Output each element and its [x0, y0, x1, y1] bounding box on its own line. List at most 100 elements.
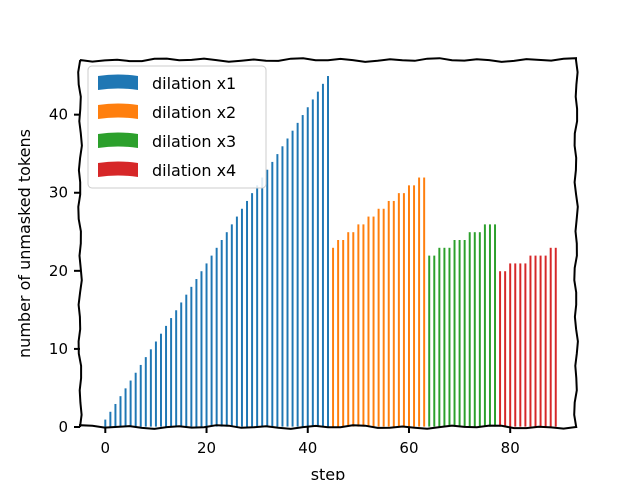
- bar-dilation-x2: [361, 223, 366, 428]
- bar-dilation-x4: [553, 246, 558, 428]
- y-tick-label: 40: [49, 106, 68, 124]
- bar-dilation-x1: [159, 332, 163, 428]
- bar-dilation-x1: [300, 114, 305, 428]
- bar-dilation-x2: [366, 215, 371, 428]
- bar-dilation-x1: [214, 246, 219, 428]
- legend-label: dilation x2: [152, 103, 236, 122]
- bar-dilation-x1: [174, 309, 178, 428]
- bar-dilation-x1: [133, 371, 138, 428]
- bar-dilation-x1: [103, 418, 108, 428]
- bar-dilation-x1: [169, 317, 173, 428]
- bar-dilation-x1: [154, 340, 158, 428]
- bar-dilation-x1: [123, 387, 128, 428]
- bar-dilation-x3: [447, 246, 452, 428]
- bar-dilation-x1: [265, 168, 270, 428]
- bar-dilation-x2: [376, 207, 381, 428]
- legend-swatch: [98, 132, 138, 148]
- bar-dilation-x3: [483, 223, 487, 428]
- bar-dilation-x2: [346, 231, 351, 428]
- bar-dilation-x3: [493, 223, 497, 428]
- bar-dilation-x2: [397, 192, 401, 428]
- bar-dilation-x1: [164, 325, 168, 428]
- bar-dilation-x1: [270, 161, 275, 428]
- bar-dilation-x1: [209, 254, 214, 428]
- bar-dilation-x2: [336, 239, 340, 428]
- bar-dilation-x4: [543, 254, 548, 428]
- bar-dilation-x4: [518, 262, 523, 428]
- bar-dilation-x4: [513, 262, 518, 428]
- bar-dilation-x1: [255, 184, 259, 428]
- bar-dilation-x1: [295, 122, 300, 428]
- bar-dilation-x1: [321, 83, 325, 428]
- bar-dilation-x1: [138, 364, 143, 428]
- bar-dilation-x1: [230, 223, 234, 428]
- y-axis-label: number of unmasked tokens: [15, 129, 34, 358]
- bar-dilation-x2: [417, 176, 421, 428]
- bar-dilation-x1: [113, 403, 118, 428]
- bar-dilation-x3: [488, 223, 492, 428]
- bar-dilation-x4: [503, 270, 507, 428]
- bar-dilation-x1: [179, 301, 184, 428]
- bar-dilation-x1: [194, 278, 199, 428]
- bar-dilation-x1: [235, 215, 239, 428]
- bar-dilation-x2: [331, 246, 335, 428]
- bar-dilation-x2: [371, 215, 376, 428]
- bar-dilation-x4: [533, 254, 538, 428]
- legend: dilation x1 dilation x2 dilation x3 dilatio…: [87, 65, 267, 189]
- bar-dilation-x1: [199, 270, 204, 428]
- bar-dilation-x1: [118, 395, 123, 428]
- bar-dilation-x1: [224, 231, 229, 428]
- bar-dilation-x2: [351, 231, 356, 428]
- legend-swatch: [98, 161, 138, 177]
- bar-dilation-x1: [326, 75, 330, 428]
- bar-dilation-x4: [538, 254, 543, 428]
- bar-dilation-x1: [250, 192, 254, 428]
- bar-dilation-x1: [184, 293, 189, 428]
- legend-label: dilation x1: [152, 74, 236, 93]
- bar-dilation-x3: [472, 231, 477, 428]
- bar-dilation-x4: [523, 262, 528, 428]
- bar-dilation-x1: [285, 137, 290, 428]
- bar-dilation-x4: [528, 254, 533, 428]
- bar-dilation-x2: [381, 207, 386, 428]
- bar-dilation-x1: [108, 410, 113, 428]
- x-tick-label: 80: [501, 439, 520, 457]
- bar-dilation-x1: [311, 98, 315, 428]
- bar-dilation-x2: [412, 184, 416, 428]
- bar-dilation-x1: [219, 239, 224, 428]
- x-tick-label: 60: [399, 439, 418, 457]
- y-tick-label: 30: [49, 184, 68, 202]
- bar-dilation-x2: [402, 192, 406, 428]
- y-tick-label: 0: [58, 418, 68, 436]
- bar-dilation-x2: [407, 184, 411, 428]
- y-tick-label: 20: [49, 262, 68, 280]
- x-axis-label: step: [311, 465, 346, 480]
- bar-dilation-x2: [422, 176, 426, 428]
- bar-dilation-x1: [240, 207, 244, 428]
- bar-dilation-x3: [457, 239, 462, 428]
- bar-dilation-x4: [498, 270, 502, 428]
- legend-label: dilation x3: [152, 132, 236, 151]
- bar-dilation-x1: [316, 90, 320, 428]
- bar-dilation-x2: [391, 200, 396, 428]
- x-axis-ticks: 0 20 40 60 80: [101, 427, 520, 457]
- bar-dilation-x2: [341, 239, 345, 428]
- legend-swatch: [98, 103, 138, 119]
- bar-dilation-x4: [548, 246, 553, 428]
- x-tick-label: 40: [298, 439, 317, 457]
- bar-dilation-x1: [204, 262, 209, 428]
- bar-dilation-x3: [437, 246, 442, 428]
- bar-dilation-x1: [143, 356, 148, 428]
- x-tick-label: 20: [197, 439, 216, 457]
- legend-label: dilation x4: [152, 161, 236, 180]
- bar-dilation-x3: [478, 231, 482, 428]
- bar-dilation-x1: [245, 200, 249, 428]
- legend-swatch: [98, 74, 138, 90]
- plot-frame: [77, 57, 579, 430]
- bar-dilation-x1: [275, 153, 280, 428]
- y-tick-label: 10: [49, 340, 68, 358]
- bar-dilation-x3: [467, 231, 472, 428]
- bar-dilation-x3: [432, 254, 437, 428]
- y-axis-ticks: 0 10 20 30 40: [49, 106, 80, 436]
